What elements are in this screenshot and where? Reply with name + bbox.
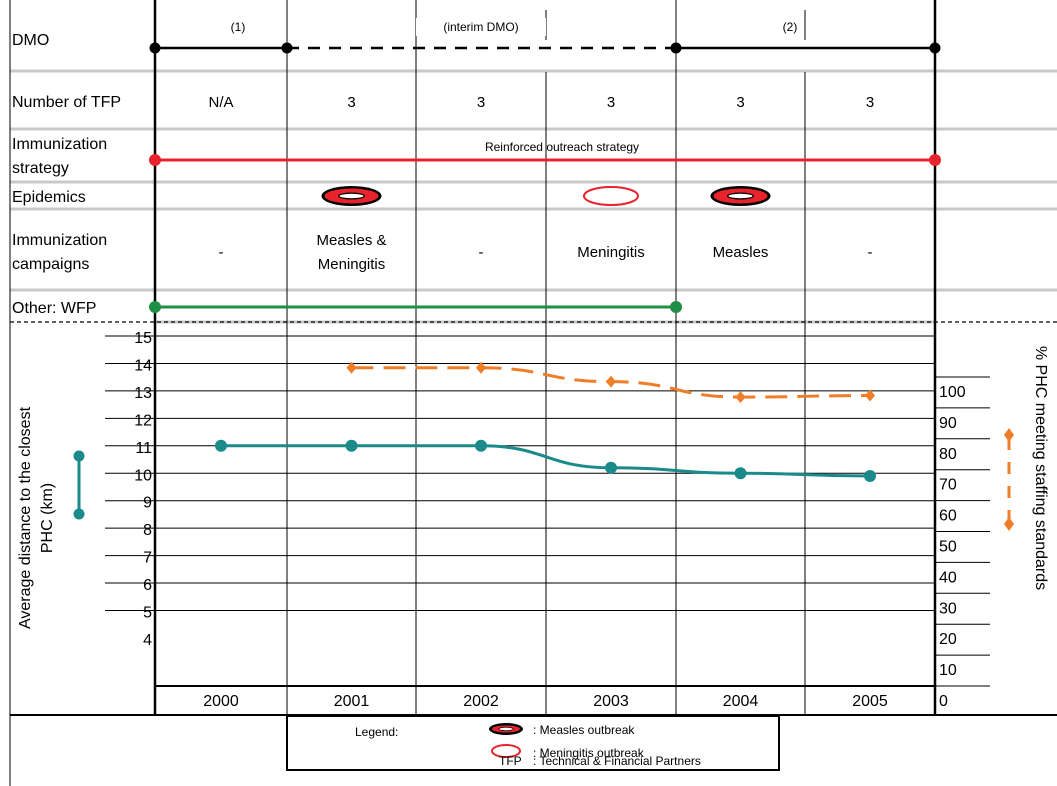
tfp-count-cell: 3 — [607, 94, 615, 111]
legend: Legend: : Measles outbreak : Meningitis ou… — [286, 715, 780, 771]
right-axis-title: % PHC meeting staffing standards — [1032, 346, 1049, 590]
meningitis-outbreak-icon — [583, 186, 639, 206]
campaign-cell: - — [479, 244, 484, 261]
legend-box — [286, 715, 780, 771]
campaign-cell: - — [868, 244, 873, 261]
right-axis-series-key — [1004, 428, 1014, 442]
campaign-cell: Meningitis — [577, 244, 645, 261]
left-axis-tick-label: 6 — [143, 577, 152, 594]
dmo-transition-dot — [149, 42, 161, 54]
right-axis-tick-label: 100 — [939, 384, 966, 401]
x-axis-year-label: 2003 — [593, 693, 629, 710]
measles-outbreak-icon — [499, 727, 513, 731]
right-axis-tick-label: 30 — [939, 600, 957, 617]
campaign-cell: Measles — [713, 244, 769, 261]
campaign-cell: Measles & — [316, 232, 386, 249]
right-axis-tick-label: 20 — [939, 631, 957, 648]
meningitis-outbreak-icon — [491, 744, 521, 758]
distance-data-point — [864, 469, 876, 482]
legend-item-measles: : Measles outbreak — [533, 723, 635, 737]
x-axis-year-label: 2004 — [723, 693, 759, 710]
distance-data-point — [475, 439, 487, 452]
dmo-segment-label: (2) — [783, 20, 798, 34]
x-axis-year-label: 2005 — [852, 693, 888, 710]
right-axis-tick-label: 40 — [939, 569, 957, 586]
row-label-strategy: strategy — [12, 160, 69, 177]
right-axis-tick-label: 60 — [939, 508, 957, 525]
row-label-dmo: DMO — [12, 32, 49, 49]
left-axis-tick-label: 5 — [143, 605, 152, 622]
line-chart-area: 1514131211109876541009080706050403020100… — [17, 330, 1049, 710]
left-axis-tick-label: 15 — [134, 330, 152, 347]
row-label-epidemics: Epidemics — [12, 189, 86, 206]
legend-item-meningitis: : Meningitis outbreak — [533, 746, 645, 760]
measles-outbreak-icon — [339, 193, 364, 199]
staffing-data-point — [606, 375, 616, 388]
campaign-cell: Meningitis — [318, 256, 386, 273]
dmo-label-background — [416, 18, 546, 36]
right-axis-tick-label: 80 — [939, 446, 957, 463]
left-axis-series-key — [73, 450, 85, 462]
legend-title: Legend: — [355, 725, 398, 739]
left-axis-series-key — [73, 508, 85, 520]
dmo-segment-label: (1) — [231, 20, 246, 34]
campaign-cell: - — [219, 244, 224, 261]
distance-series-line — [221, 444, 871, 478]
distance-data-point — [215, 439, 227, 452]
row-label-campaigns: Immunization — [12, 232, 107, 249]
right-axis-tick-label: 70 — [939, 477, 957, 494]
right-axis-tick-label: 50 — [939, 539, 957, 556]
row-label-other: Other: WFP — [12, 300, 96, 317]
left-axis-tick-label: 12 — [134, 412, 152, 429]
tfp-count-cell: 3 — [866, 94, 874, 111]
strategy-endpoint-dot — [929, 154, 941, 166]
measles-outbreak-icon — [728, 193, 753, 199]
wfp-endpoint-dot — [149, 301, 161, 313]
wfp-endpoint-dot — [670, 301, 682, 313]
row-label-campaigns: campaigns — [12, 256, 89, 273]
right-axis-tick-label: 0 — [939, 693, 948, 710]
row-label-tfp: Number of TFP — [12, 94, 121, 111]
distance-data-point — [734, 467, 747, 480]
left-axis-tick-label: 14 — [134, 357, 152, 374]
staffing-data-point — [735, 391, 746, 404]
tfp-count-cell: 3 — [347, 94, 355, 111]
distance-data-point — [345, 439, 358, 452]
tfp-count-cell: N/A — [208, 94, 233, 111]
right-axis-series-key — [1004, 517, 1014, 531]
row-label-strategy: Immunization — [12, 136, 107, 153]
left-axis-tick-label: 10 — [134, 467, 152, 484]
dmo-transition-dot — [670, 42, 682, 54]
outreach-strategy-label: Reinforced outreach strategy — [485, 140, 639, 154]
tfp-count-cell: 3 — [477, 94, 485, 111]
left-axis-tick-label: 8 — [143, 522, 152, 539]
left-axis-tick-label: 11 — [135, 440, 152, 457]
left-axis-title: Average distance to the closest — [17, 406, 34, 629]
strategy-endpoint-dot — [149, 154, 161, 166]
legend-abbr-text: : Technical & Financial Partners — [533, 754, 701, 768]
x-axis-year-label: 2002 — [463, 693, 499, 710]
legend-abbr-key: TFP — [499, 754, 522, 768]
staffing-data-point — [346, 361, 357, 374]
staffing-data-point — [865, 389, 875, 402]
x-axis-year-label: 2001 — [334, 693, 370, 710]
grid-lines — [9, 0, 1057, 786]
tfp-count-cell: 3 — [736, 94, 744, 111]
dmo-transition-dot — [281, 42, 293, 54]
right-axis-tick-label: 90 — [939, 415, 957, 432]
left-axis-tick-label: 4 — [143, 632, 152, 649]
dmo-transition-dot — [929, 42, 941, 54]
left-axis-title: PHC (km) — [39, 483, 56, 553]
table-rows: DMO (1) (interim DMO) (2) Number of TFP N/A 3 3… — [12, 18, 941, 317]
dmo-segment-label: (interim DMO) — [443, 20, 518, 34]
x-axis-year-label: 2000 — [203, 693, 239, 710]
distance-data-point — [605, 461, 617, 474]
left-axis-tick-label: 13 — [134, 385, 152, 402]
left-axis-tick-label: 9 — [143, 495, 152, 512]
right-axis-tick-label: 10 — [939, 662, 957, 679]
staffing-data-point — [476, 361, 486, 374]
left-axis-tick-label: 7 — [143, 550, 152, 567]
